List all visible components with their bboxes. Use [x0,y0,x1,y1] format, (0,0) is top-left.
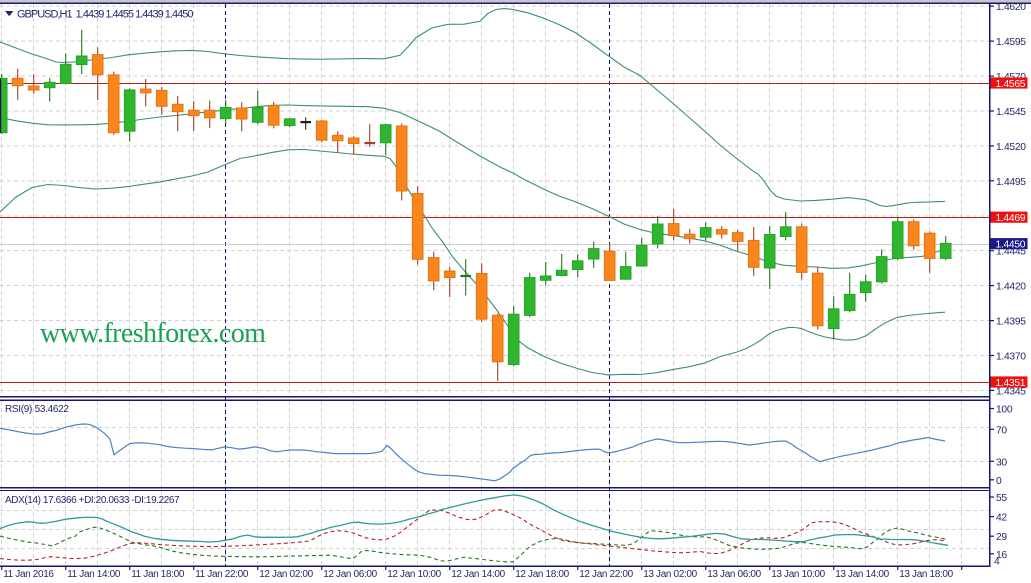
svg-text:13 Jan 02:00: 13 Jan 02:00 [643,569,697,580]
svg-text:RSI(9) 53.4622: RSI(9) 53.4622 [5,404,69,415]
svg-text:55: 55 [996,493,1007,504]
svg-text:4: 4 [994,557,1000,568]
svg-text:11 Jan 2016: 11 Jan 2016 [3,569,54,580]
svg-text:70: 70 [996,425,1007,436]
svg-text:100: 100 [996,405,1013,416]
svg-text:12 Jan 14:00: 12 Jan 14:00 [451,569,505,580]
svg-text:1.4469: 1.4469 [996,213,1026,224]
svg-text:12 Jan 02:00: 12 Jan 02:00 [259,569,313,580]
svg-text:11 Jan 14:00: 11 Jan 14:00 [67,569,121,580]
svg-text:1.4595: 1.4595 [996,37,1026,48]
svg-text:16: 16 [996,550,1007,561]
svg-text:11 Jan 18:00: 11 Jan 18:00 [131,569,185,580]
svg-text:1.4445: 1.4445 [996,247,1026,258]
svg-text:1.4351: 1.4351 [996,378,1026,389]
svg-text:1.4420: 1.4420 [996,282,1026,293]
svg-text:11 Jan 22:00: 11 Jan 22:00 [195,569,249,580]
svg-text:13 Jan 06:00: 13 Jan 06:00 [707,569,761,580]
svg-text:0: 0 [996,476,1002,487]
svg-text:12 Jan 06:00: 12 Jan 06:00 [323,569,377,580]
svg-text:www.freshforex.com: www.freshforex.com [40,318,266,349]
svg-text:GBPUSD,H1 1.4439 1.4455 1.443: GBPUSD,H1 1.4439 1.4455 1.4439 1.4450 [17,9,193,21]
svg-text:13 Jan 10:00: 13 Jan 10:00 [771,569,825,580]
svg-text:12 Jan 10:00: 12 Jan 10:00 [387,569,441,580]
svg-text:13 Jan 18:00: 13 Jan 18:00 [899,569,953,580]
svg-text:13 Jan 14:00: 13 Jan 14:00 [835,569,889,580]
svg-text:30: 30 [996,457,1007,468]
svg-text:12 Jan 18:00: 12 Jan 18:00 [515,569,569,580]
svg-text:1.4395: 1.4395 [996,317,1026,328]
svg-text:1.4520: 1.4520 [996,142,1026,153]
svg-text:12 Jan 22:00: 12 Jan 22:00 [579,569,633,580]
svg-text:1.4450: 1.4450 [996,240,1026,251]
svg-text:1.4370: 1.4370 [996,352,1026,363]
svg-text:ADX(14) 17.6366 +DI:20.0633 -D: ADX(14) 17.6366 +DI:20.0633 -DI:19.2267 [5,495,180,506]
svg-text:1.4545: 1.4545 [996,107,1026,118]
svg-text:1.4565: 1.4565 [996,79,1026,90]
svg-text:1.4495: 1.4495 [996,177,1026,188]
svg-text:42: 42 [996,513,1007,524]
svg-text:1.4345: 1.4345 [996,386,1026,397]
svg-text:1.4620: 1.4620 [996,2,1026,13]
svg-text:29: 29 [996,532,1007,543]
